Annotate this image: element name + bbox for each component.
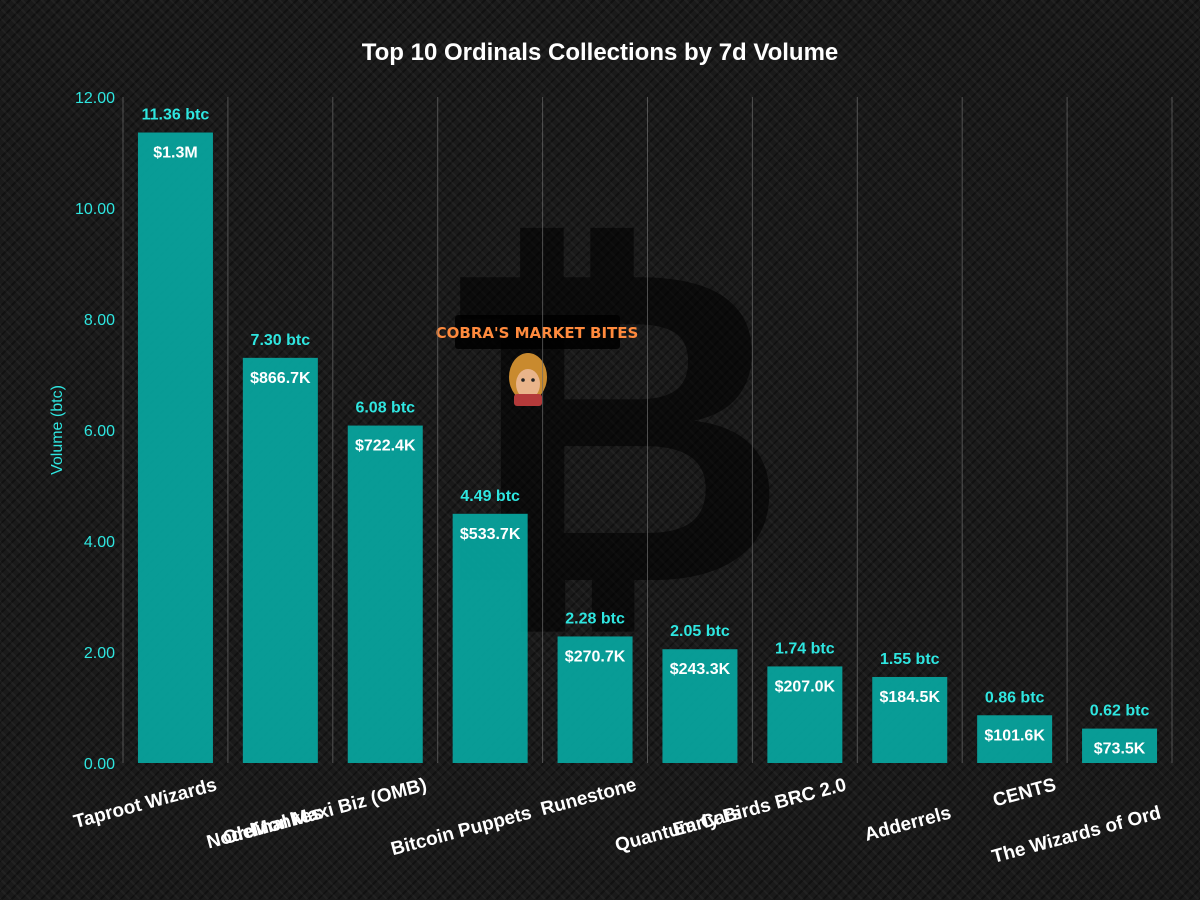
bar	[662, 649, 738, 763]
btc-value-label: 0.62 btc	[1090, 703, 1150, 720]
x-tick-label: Early Birds BRC 2.0	[671, 775, 849, 841]
usd-value-label: $243.3K	[670, 661, 731, 678]
y-tick-label: 8.00	[84, 312, 115, 329]
watermark-text: COBRA'S MARKET BITES	[436, 324, 639, 342]
x-tick-label: Bitcoin Puppets	[389, 803, 534, 861]
y-tick-label: 12.00	[75, 90, 115, 107]
bar	[347, 425, 423, 763]
usd-value-label: $722.4K	[355, 438, 416, 455]
btc-value-label: 4.49 btc	[460, 488, 520, 505]
usd-value-label: $1.3M	[153, 145, 197, 162]
y-tick-label: 10.00	[75, 201, 115, 218]
gridlines	[122, 97, 1173, 763]
usd-value-label: $184.5K	[880, 689, 941, 706]
bar	[977, 715, 1053, 763]
y-axis-label: Volume (btc)	[49, 385, 66, 475]
btc-value-label: 7.30 btc	[251, 332, 311, 349]
bar	[137, 132, 213, 763]
usd-value-label: $533.7K	[460, 526, 521, 543]
btc-value-label: 11.36 btc	[142, 107, 210, 124]
btc-value-label: 1.74 btc	[775, 640, 835, 657]
bars	[137, 132, 1158, 763]
cartoon-face-icon	[509, 353, 547, 406]
usd-value-label: $207.0K	[775, 678, 836, 695]
usd-value-label: $270.7K	[565, 648, 626, 665]
bar	[872, 676, 948, 763]
btc-value-label: 2.05 btc	[670, 623, 730, 640]
bar	[1082, 728, 1158, 763]
x-tick-label: CENTS	[991, 775, 1059, 812]
bar	[242, 357, 318, 763]
y-tick-label: 4.00	[84, 534, 115, 551]
usd-value-label: $866.7K	[250, 370, 311, 387]
usd-value-label: $73.5K	[1094, 741, 1146, 758]
data-labels: 11.36 btc $1.3M 7.30 btc $866.7K 6.08 btc $72…	[142, 107, 1150, 758]
watermark-logo: COBRA'S MARKET BITES	[436, 315, 639, 406]
x-tick-label: Taproot Wizards	[72, 775, 220, 833]
bar	[767, 666, 843, 763]
btc-value-label: 6.08 btc	[355, 400, 415, 417]
x-tick-label: Runestone	[539, 775, 639, 821]
btc-value-label: 0.86 btc	[985, 689, 1045, 706]
y-axis-ticks: 0.00 2.00 4.00 6.00 8.00 10.00 12.00	[75, 90, 115, 773]
bar	[557, 636, 633, 763]
y-tick-label: 0.00	[84, 756, 115, 773]
chart-title: Top 10 Ordinals Collections by 7d Volume	[362, 39, 839, 66]
btc-value-label: 1.55 btc	[880, 651, 940, 668]
btc-value-label: 2.28 btc	[565, 610, 625, 627]
x-tick-label: The Wizards of Ord	[990, 803, 1164, 868]
y-tick-label: 2.00	[84, 645, 115, 662]
x-tick-label: Adderrels	[862, 803, 953, 846]
usd-value-label: $101.6K	[984, 727, 1045, 744]
bar	[452, 513, 528, 763]
y-tick-label: 6.00	[84, 423, 115, 440]
